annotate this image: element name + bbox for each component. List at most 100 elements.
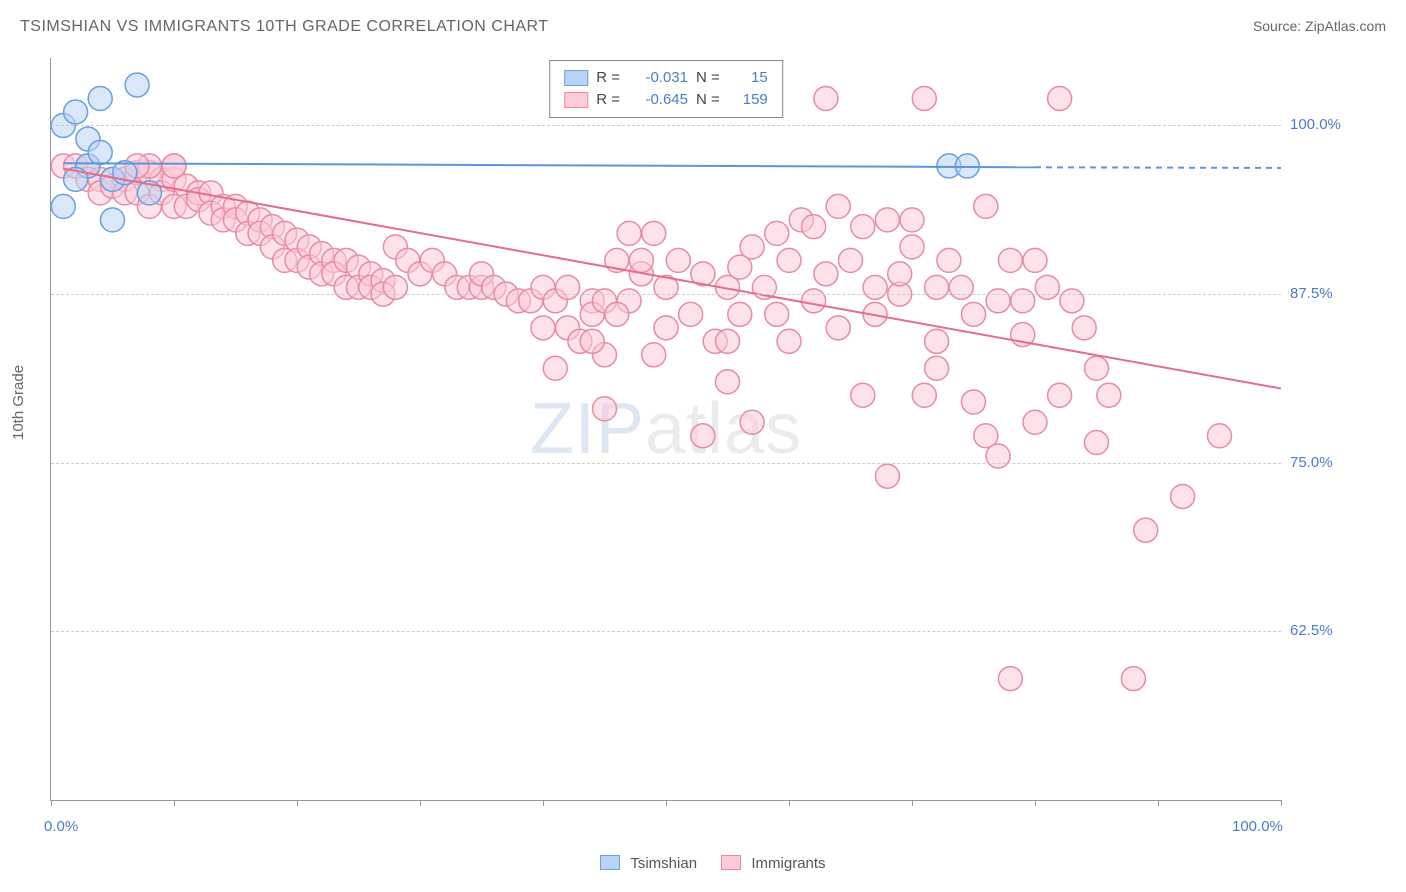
gridline <box>51 125 1281 126</box>
correlation-chart: TSIMSHIAN VS IMMIGRANTS 10TH GRADE CORRE… <box>0 0 1406 892</box>
data-point-immigrants <box>839 248 863 272</box>
bottom-label-a: Tsimshian <box>630 855 697 872</box>
regression-line-tsimshian-dashed <box>1035 167 1281 168</box>
data-point-immigrants <box>814 86 838 110</box>
data-point-tsimshian <box>51 194 75 218</box>
legend-swatch-a <box>564 70 588 86</box>
data-point-immigrants <box>974 194 998 218</box>
data-point-immigrants <box>925 356 949 380</box>
x-tick <box>666 800 667 806</box>
gridline <box>51 463 1281 464</box>
data-point-immigrants <box>875 464 899 488</box>
data-point-immigrants <box>556 275 580 299</box>
x-tick <box>1035 800 1036 806</box>
data-point-immigrants <box>925 275 949 299</box>
data-point-tsimshian <box>955 154 979 178</box>
x-tick <box>297 800 298 806</box>
data-point-immigrants <box>765 221 789 245</box>
x-tick <box>1281 800 1282 806</box>
plot-area: ZIPatlas R = -0.031 N = 15 R = -0.645 N … <box>50 58 1281 801</box>
data-point-immigrants <box>740 410 764 434</box>
x-tick <box>174 800 175 806</box>
data-point-immigrants <box>666 248 690 272</box>
data-point-immigrants <box>716 329 740 353</box>
bottom-swatch-b <box>721 855 741 870</box>
data-point-immigrants <box>642 221 666 245</box>
data-point-immigrants <box>580 329 604 353</box>
chart-title: TSIMSHIAN VS IMMIGRANTS 10TH GRADE CORRE… <box>20 18 549 36</box>
gridline <box>51 631 1281 632</box>
data-point-immigrants <box>1085 356 1109 380</box>
x-tick-label: 0.0% <box>44 818 78 835</box>
x-tick-label: 100.0% <box>1232 818 1283 835</box>
data-point-immigrants <box>826 316 850 340</box>
data-point-immigrants <box>1097 383 1121 407</box>
data-point-immigrants <box>1208 424 1232 448</box>
data-point-immigrants <box>802 215 826 239</box>
data-point-immigrants <box>986 444 1010 468</box>
bottom-label-b: Immigrants <box>751 855 825 872</box>
y-tick-label: 100.0% <box>1290 116 1341 133</box>
data-point-immigrants <box>1023 410 1047 434</box>
bottom-swatch-a <box>600 855 620 870</box>
data-point-immigrants <box>814 262 838 286</box>
data-point-tsimshian <box>125 73 149 97</box>
stats-legend: R = -0.031 N = 15 R = -0.645 N = 159 <box>549 60 783 118</box>
plot-svg <box>51 58 1281 800</box>
data-point-immigrants <box>1023 248 1047 272</box>
x-tick <box>51 800 52 806</box>
data-point-immigrants <box>888 262 912 286</box>
gridline <box>51 294 1281 295</box>
data-point-immigrants <box>998 248 1022 272</box>
x-tick <box>1158 800 1159 806</box>
data-point-immigrants <box>740 235 764 259</box>
data-point-tsimshian <box>64 100 88 124</box>
data-point-immigrants <box>617 221 641 245</box>
regression-line-immigrants <box>63 169 1281 389</box>
data-point-immigrants <box>1035 275 1059 299</box>
y-tick-label: 62.5% <box>1290 622 1333 639</box>
data-point-immigrants <box>986 289 1010 313</box>
data-point-immigrants <box>777 248 801 272</box>
source-label: Source: ZipAtlas.com <box>1253 18 1386 34</box>
data-point-immigrants <box>1134 518 1158 542</box>
data-point-immigrants <box>912 86 936 110</box>
data-point-immigrants <box>654 316 678 340</box>
data-point-immigrants <box>937 248 961 272</box>
data-point-immigrants <box>912 383 936 407</box>
data-point-immigrants <box>1085 430 1109 454</box>
y-axis-label: 10th Grade <box>10 365 27 440</box>
data-point-immigrants <box>826 194 850 218</box>
data-point-immigrants <box>383 275 407 299</box>
data-point-immigrants <box>949 275 973 299</box>
data-point-immigrants <box>1072 316 1096 340</box>
data-point-immigrants <box>900 235 924 259</box>
n-value-a: 15 <box>728 67 768 89</box>
data-point-immigrants <box>1171 484 1195 508</box>
data-point-immigrants <box>1060 289 1084 313</box>
data-point-immigrants <box>162 154 186 178</box>
x-tick <box>543 800 544 806</box>
data-point-immigrants <box>728 302 752 326</box>
data-point-immigrants <box>1048 383 1072 407</box>
x-tick <box>912 800 913 806</box>
data-point-tsimshian <box>101 208 125 232</box>
legend-row-b: R = -0.645 N = 159 <box>564 89 768 111</box>
data-point-immigrants <box>642 343 666 367</box>
regression-line-tsimshian <box>63 163 1035 167</box>
x-tick <box>420 800 421 806</box>
bottom-legend: Tsimshian Immigrants <box>0 855 1406 872</box>
data-point-immigrants <box>1011 289 1035 313</box>
n-value-b: 159 <box>728 89 768 111</box>
data-point-immigrants <box>543 356 567 380</box>
y-tick-label: 87.5% <box>1290 285 1333 302</box>
data-point-immigrants <box>605 302 629 326</box>
x-tick <box>789 800 790 806</box>
legend-row-a: R = -0.031 N = 15 <box>564 67 768 89</box>
data-point-immigrants <box>925 329 949 353</box>
data-point-immigrants <box>716 370 740 394</box>
legend-swatch-b <box>564 92 588 108</box>
data-point-immigrants <box>851 215 875 239</box>
data-point-immigrants <box>593 397 617 421</box>
data-point-immigrants <box>629 248 653 272</box>
